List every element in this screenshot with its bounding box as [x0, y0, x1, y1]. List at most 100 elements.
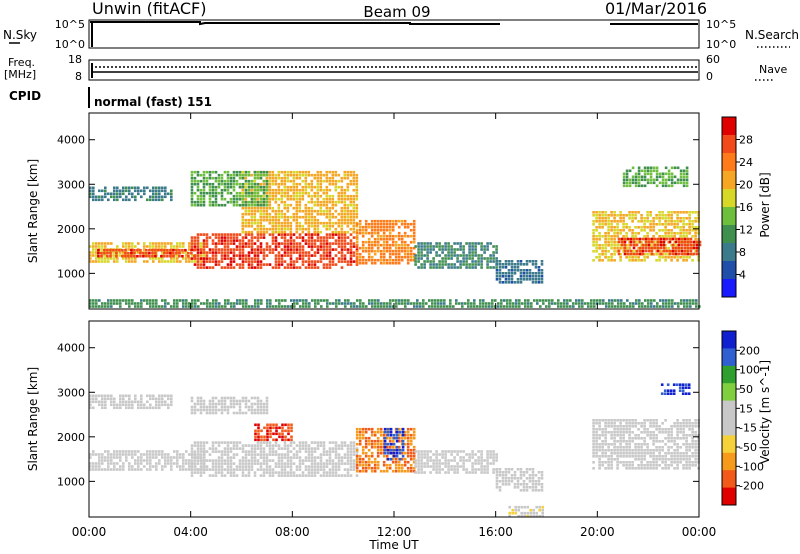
data-region	[89, 394, 173, 410]
colorbar-segment	[722, 261, 736, 280]
xtick-label: 08:00	[275, 525, 310, 539]
freq-tick-bottom: 8	[75, 70, 82, 83]
velocity-colorbar-label: Velocity [m s^-1]	[758, 360, 772, 464]
data-region	[592, 419, 700, 470]
colorbar-segment	[722, 243, 736, 262]
data-region	[508, 505, 544, 518]
colorbar-segment	[722, 207, 736, 226]
colorbar-segment	[722, 400, 736, 419]
data-region	[190, 233, 359, 269]
ytick-label: 2000	[57, 431, 85, 444]
colorbar-tick-label: 28	[739, 134, 753, 147]
ytick-label: 3000	[57, 178, 85, 191]
data-region	[617, 237, 702, 256]
nave-label: Nave	[759, 63, 787, 76]
power-colorbar-label: Power [dB]	[758, 172, 772, 237]
xtick-label: 20:00	[580, 525, 615, 539]
colorbar-segment	[722, 348, 736, 367]
beam-title: Beam 09	[363, 3, 430, 21]
nsearch-tick-top: 10^5	[706, 18, 736, 31]
data-region	[89, 450, 206, 471]
colorbar-tick-label: 12	[739, 224, 753, 237]
ytick-label: 4000	[57, 134, 85, 147]
data-region	[254, 423, 293, 442]
colorbar-tick-label: 20	[739, 179, 753, 192]
colorbar-tick-label: 15	[739, 402, 753, 415]
date-title: 01/Mar/2016	[605, 0, 707, 18]
nsearch-tick-bottom: 10^0	[706, 38, 736, 51]
freq-unit: [MHz]	[4, 68, 36, 81]
velocity-panel: 1000 2000 3000 4000 Slant Range [km]	[26, 320, 700, 518]
data-region	[190, 170, 269, 207]
colorbar-tick-label: 200	[739, 344, 760, 357]
cpid-value: normal (fast) 151	[94, 95, 212, 109]
ytick-label: 3000	[57, 386, 85, 399]
power-colorbar: 28 24 20 16 12 8 4	[721, 116, 753, 298]
data-region	[495, 468, 544, 492]
colorbar-tick-label: 8	[739, 246, 746, 259]
colorbar-tick-label: -15	[739, 422, 757, 435]
data-region	[622, 166, 689, 188]
nave-tick-bottom: 0	[706, 70, 713, 83]
colorbar-segment	[722, 365, 736, 384]
cpid-label: CPID	[9, 89, 41, 103]
data-region	[414, 242, 498, 269]
data-region	[414, 450, 498, 474]
data-region	[89, 299, 701, 308]
colorbar-segment	[722, 331, 736, 349]
freq-label: Freq.	[8, 56, 35, 69]
velocity-colorbar: 200 100 50 15 -15 -50 -100 -200	[721, 330, 764, 506]
nsky-tick-bottom: 10^0	[55, 38, 85, 51]
colorbar-tick-label: 100	[739, 364, 760, 377]
data-region	[190, 441, 359, 477]
colorbar-segment	[722, 418, 736, 436]
xtick-label: 04:00	[173, 525, 208, 539]
colorbar-segment	[722, 225, 736, 244]
power-ylabel: Slant Range [km]	[26, 159, 40, 263]
colorbar-tick-label: -50	[739, 441, 757, 454]
colorbar-segment	[722, 171, 736, 190]
power-data	[89, 166, 702, 308]
ytick-label: 4000	[57, 342, 85, 355]
ytick-label: 1000	[57, 475, 85, 488]
xtick-label: 16:00	[478, 525, 513, 539]
colorbar-segment	[722, 117, 736, 136]
colorbar-segment	[722, 435, 736, 454]
colorbar-segment	[722, 470, 736, 489]
ytick-label: 1000	[57, 267, 85, 280]
data-region	[592, 211, 700, 262]
data-region	[97, 248, 196, 258]
xtick-label: 00:00	[72, 525, 107, 539]
nsky-panel	[88, 19, 700, 49]
velocity-data	[89, 383, 700, 518]
station-title: Unwin (fitACF)	[92, 0, 206, 18]
colorbar-segment	[722, 383, 736, 402]
colorbar-segment	[722, 135, 736, 154]
data-region	[495, 260, 544, 284]
colorbar-segment	[722, 279, 736, 298]
power-panel: 1000 2000 3000 4000 Slant Range [km]	[26, 112, 702, 310]
nsky-trace	[90, 21, 698, 26]
data-region	[355, 219, 416, 265]
colorbar-tick-label: -100	[739, 460, 764, 473]
nsky-label: N.Sky	[3, 28, 37, 42]
xtick-label: 00:00	[682, 525, 717, 539]
colorbar-segment	[722, 452, 736, 471]
colorbar-tick-label: 16	[739, 201, 753, 214]
data-region	[89, 186, 173, 202]
data-region	[190, 396, 269, 415]
nsky-tick-top: 10^5	[55, 18, 85, 31]
colorbar-segment	[722, 487, 736, 506]
velocity-ylabel: Slant Range [km]	[26, 367, 40, 471]
x-axis-label: Time UT	[368, 538, 419, 552]
colorbar-tick-label: 4	[739, 269, 746, 282]
colorbar-segment	[722, 153, 736, 172]
colorbar-tick-label: 50	[739, 383, 753, 396]
freq-panel	[88, 59, 700, 81]
data-region	[660, 383, 691, 395]
nsearch-label: N.Search	[745, 28, 799, 42]
xtick-label: 12:00	[377, 525, 412, 539]
freq-tick-top: 18	[68, 53, 82, 66]
colorbar-tick-label: 24	[739, 156, 753, 169]
